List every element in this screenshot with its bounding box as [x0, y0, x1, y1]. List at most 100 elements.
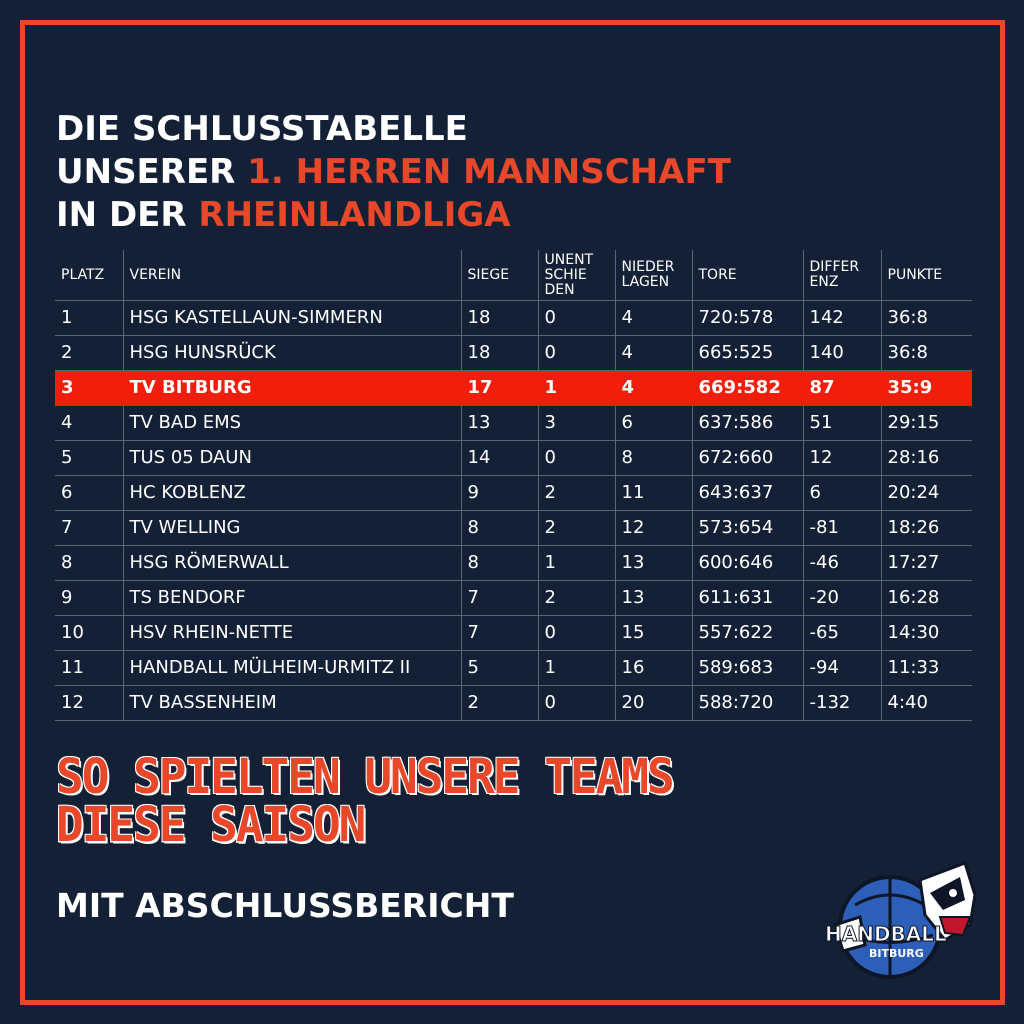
cell-nieder: 4 — [614, 335, 693, 371]
header-tore: TORE — [691, 250, 804, 301]
cell-siege: 17 — [460, 370, 539, 406]
cell-punkte: 16:28 — [880, 580, 972, 616]
headline-line-2-prefix: UNSERER — [56, 152, 248, 192]
table-row: 8 HSG RÖMERWALL 8 1 13 600:646 -46 17:27 — [55, 545, 972, 581]
cell-verein: HSV RHEIN-NETTE — [122, 615, 462, 651]
header-platz: PLATZ — [55, 250, 124, 301]
cell-verein: TV WELLING — [122, 510, 462, 546]
cell-unent: 1 — [537, 545, 616, 581]
headline-line-3-prefix: IN DER — [56, 195, 199, 235]
cell-siege: 2 — [460, 685, 539, 721]
cell-tore: 557:622 — [691, 615, 804, 651]
table-row: 9 TS BENDORF 7 2 13 611:631 -20 16:28 — [55, 580, 972, 616]
headline-line-3: IN DER RHEINLANDLIGA — [56, 194, 731, 237]
badger-mascot-icon — [833, 861, 977, 979]
cell-tore: 720:578 — [691, 300, 804, 336]
cell-platz: 5 — [55, 440, 124, 476]
cell-diff: -46 — [802, 545, 882, 581]
table-row: 6 HC KOBLENZ 9 2 11 643:637 6 20:24 — [55, 475, 972, 511]
cell-nieder: 13 — [614, 580, 693, 616]
cell-siege: 18 — [460, 300, 539, 336]
cell-diff: 140 — [802, 335, 882, 371]
cell-tore: 573:654 — [691, 510, 804, 546]
table-header-row: PLATZ VEREIN SIEGE UNENT SCHIE DEN NIEDE… — [55, 250, 972, 301]
table-row: 10 HSV RHEIN-NETTE 7 0 15 557:622 -65 14:30 — [55, 615, 972, 651]
cell-platz: 8 — [55, 545, 124, 581]
cell-unent: 2 — [537, 580, 616, 616]
headline-line-1: DIE SCHLUSSTABELLE — [56, 109, 468, 149]
cell-diff: -94 — [802, 650, 882, 686]
cell-siege: 8 — [460, 545, 539, 581]
cell-unent: 1 — [537, 370, 616, 406]
headline-line-3-accent: RHEINLANDLIGA — [198, 195, 511, 235]
slogan: SO SPIELTEN UNSERE TEAMS DIESE SAISON — [56, 752, 675, 853]
cell-platz: 2 — [55, 335, 124, 371]
table-row: 4 TV BAD EMS 13 3 6 637:586 51 29:15 — [55, 405, 972, 441]
cell-punkte: 18:26 — [880, 510, 972, 546]
table-row: 11 HANDBALL MÜLHEIM-URMITZ II 5 1 16 589:683-… — [55, 650, 972, 686]
cell-diff: -81 — [802, 510, 882, 546]
orange-frame — [20, 20, 1005, 1005]
cell-nieder: 13 — [614, 545, 693, 581]
table-row: 7 TV WELLING 8 2 12 573:654 -81 18:26 — [55, 510, 972, 546]
cell-siege: 7 — [460, 615, 539, 651]
cell-unent: 0 — [537, 615, 616, 651]
header-unentschieden: UNENT SCHIE DEN — [537, 250, 616, 301]
cell-nieder: 11 — [614, 475, 693, 511]
cell-diff: 12 — [802, 440, 882, 476]
cell-punkte: 11:33 — [880, 650, 972, 686]
cell-tore: 589:683 — [691, 650, 804, 686]
cell-punkte: 14:30 — [880, 615, 972, 651]
cell-verein: HSG HUNSRÜCK — [122, 335, 462, 371]
cell-siege: 5 — [460, 650, 539, 686]
cell-platz: 1 — [55, 300, 124, 336]
table-row: 5 TUS 05 DAUN 14 0 8 672:660 12 28:16 — [55, 440, 972, 476]
cell-nieder: 6 — [614, 405, 693, 441]
cell-punkte: 28:16 — [880, 440, 972, 476]
table-body: 1 HSG KASTELLAUN-SIMMERN 18 0 4 720:578 142 36:… — [55, 300, 972, 721]
cell-tore: 637:586 — [691, 405, 804, 441]
cell-verein: HSG RÖMERWALL — [122, 545, 462, 581]
logo-text-bitburg: BITBURG — [869, 947, 924, 960]
cell-unent: 3 — [537, 405, 616, 441]
cell-verein: TS BENDORF — [122, 580, 462, 616]
cell-verein: TUS 05 DAUN — [122, 440, 462, 476]
cell-tore: 672:660 — [691, 440, 804, 476]
cell-punkte: 29:15 — [880, 405, 972, 441]
cell-unent: 2 — [537, 510, 616, 546]
cell-diff: 87 — [802, 370, 882, 406]
headline: DIE SCHLUSSTABELLE UNSERER 1. HERREN MAN… — [56, 108, 731, 237]
cell-platz: 10 — [55, 615, 124, 651]
cell-siege: 7 — [460, 580, 539, 616]
cell-verein: TV BAD EMS — [122, 405, 462, 441]
table-row: 3 TV BITBURG 17 1 4 669:582 87 35:9 — [55, 370, 972, 406]
cell-platz: 6 — [55, 475, 124, 511]
cell-platz: 9 — [55, 580, 124, 616]
cell-siege: 8 — [460, 510, 539, 546]
cell-platz: 11 — [55, 650, 124, 686]
cell-unent: 0 — [537, 335, 616, 371]
cell-tore: 611:631 — [691, 580, 804, 616]
cell-nieder: 20 — [614, 685, 693, 721]
standings-table: PLATZ VEREIN SIEGE UNENT SCHIE DEN NIEDE… — [55, 250, 972, 721]
slogan-line-2: DIESE SAISON — [56, 796, 366, 853]
cell-tore: 588:720 — [691, 685, 804, 721]
cell-diff: -20 — [802, 580, 882, 616]
table-row: 2 HSG HUNSRÜCK 18 0 4 665:525 140 36:8 — [55, 335, 972, 371]
table-row: 12 TV BASSENHEIM 2 0 20 588:720 -132 4:40 — [55, 685, 972, 721]
header-niederlagen: NIEDER LAGEN — [614, 250, 693, 301]
cell-siege: 14 — [460, 440, 539, 476]
cell-unent: 0 — [537, 300, 616, 336]
cell-nieder: 4 — [614, 370, 693, 406]
cell-diff: -65 — [802, 615, 882, 651]
cell-verein: HSG KASTELLAUN-SIMMERN — [122, 300, 462, 336]
cell-verein: HC KOBLENZ — [122, 475, 462, 511]
cell-punkte: 17:27 — [880, 545, 972, 581]
cell-platz: 12 — [55, 685, 124, 721]
standings-table-wrap: PLATZ VEREIN SIEGE UNENT SCHIE DEN NIEDE… — [55, 250, 972, 721]
cell-verein: HANDBALL MÜLHEIM-URMITZ II — [122, 650, 462, 686]
cell-punkte: 35:9 — [880, 370, 972, 406]
table-row: 1 HSG KASTELLAUN-SIMMERN 18 0 4 720:578 142 36:… — [55, 300, 972, 336]
cell-unent: 0 — [537, 685, 616, 721]
cell-platz: 3 — [55, 370, 124, 406]
